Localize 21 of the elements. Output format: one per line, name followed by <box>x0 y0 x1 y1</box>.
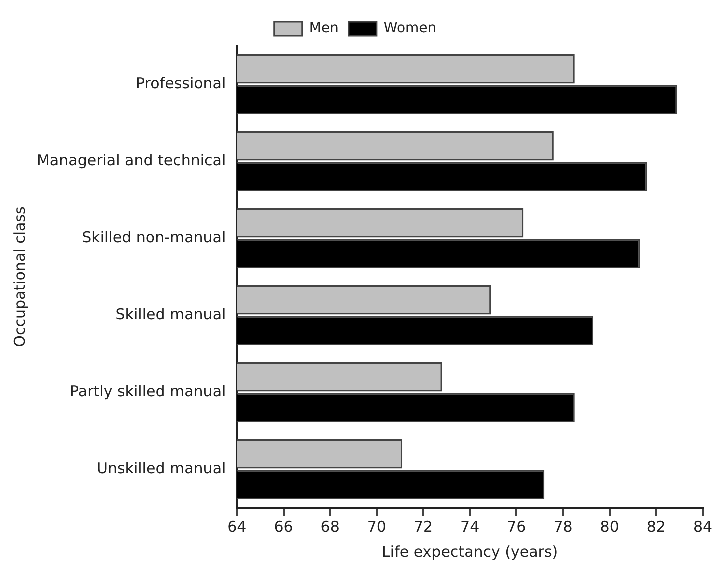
legend-label: Men <box>309 20 339 37</box>
y-tick-label: Partly skilled manual <box>70 382 226 400</box>
x-tick-label: 76 <box>507 518 526 536</box>
x-tick-label: 82 <box>646 518 666 536</box>
x-tick-label: 84 <box>693 518 713 536</box>
x-tick-label: 64 <box>228 518 247 536</box>
x-tick-label: 78 <box>554 518 573 536</box>
y-tick-label: Unskilled manual <box>96 459 226 478</box>
x-tick-label: 70 <box>367 518 386 536</box>
y-tick-label: Managerial and technical <box>36 151 226 170</box>
y-tick-label: Skilled manual <box>116 305 226 324</box>
y-tick-label: Professional <box>136 74 226 92</box>
y-tick-label: Skilled non-manual <box>82 228 226 246</box>
x-tick-label: 66 <box>274 518 294 536</box>
x-tick-label: 80 <box>600 518 620 536</box>
x-axis-title: Life expectancy (years) <box>382 542 558 561</box>
x-tick-label: 74 <box>460 518 480 536</box>
legend-label: Women <box>384 20 437 37</box>
x-tick-label: 68 <box>320 518 340 536</box>
y-axis-title: Occupational class <box>10 206 29 348</box>
x-tick-label: 72 <box>414 518 434 536</box>
